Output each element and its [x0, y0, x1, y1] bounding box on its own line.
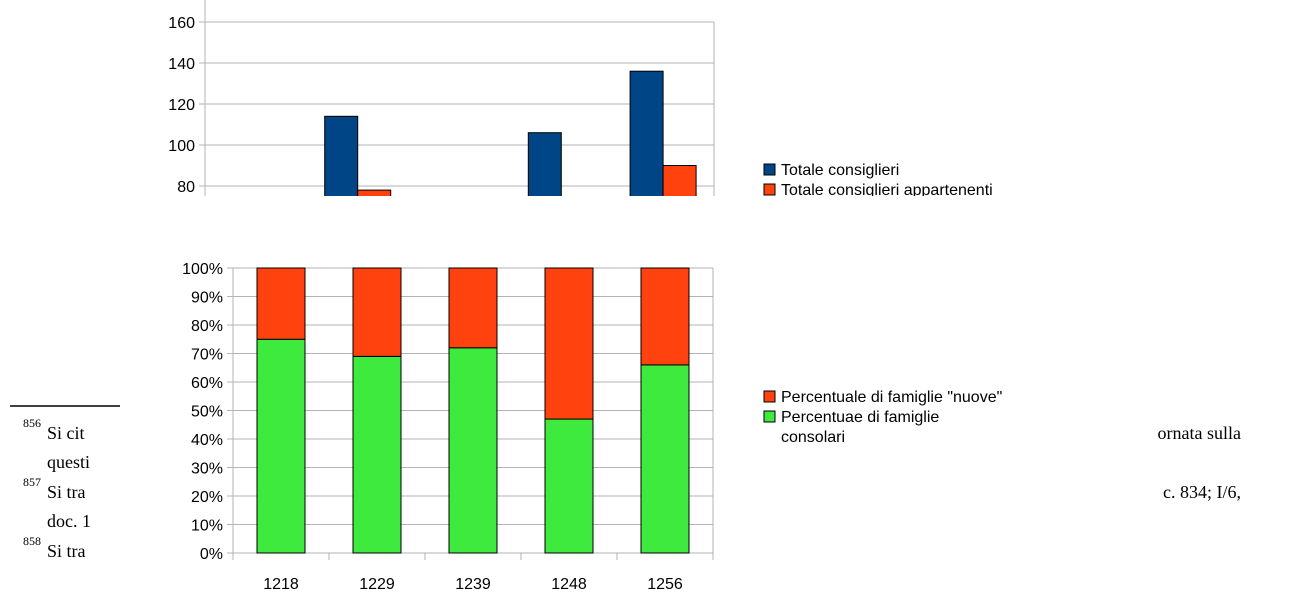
stacked-bar-segment: [256, 338, 306, 554]
footnote-text: Si tra: [47, 541, 86, 561]
legend-swatch: [763, 163, 776, 176]
y-tick-label: 90%: [191, 290, 223, 307]
y-tick-label: 30%: [191, 461, 223, 478]
y-tick-label: 70%: [191, 347, 223, 364]
footnote-text-right: c. 834; I/6,: [1163, 482, 1241, 502]
legend-label: Totale consiglieri: [781, 162, 899, 179]
bar: [527, 132, 562, 196]
stacked-bar-segment: [640, 364, 690, 554]
footnote-number: 858: [23, 534, 41, 548]
y-tick-label: 120: [168, 97, 195, 114]
footnote-text: Si cit: [47, 423, 85, 443]
legend-label: consolari: [781, 429, 845, 446]
footnote-text-right: ornata sulla: [1158, 423, 1241, 443]
chart-top-panel: [120, 0, 1230, 196]
legend-swatch: [763, 390, 776, 403]
y-tick-label: 100: [168, 138, 195, 155]
x-tick-label: 1229: [359, 576, 395, 593]
y-tick-label: 80%: [191, 318, 223, 335]
legend-label: Totale consiglieri appartenenti: [781, 182, 993, 199]
y-tick-label: 160: [168, 15, 195, 32]
footnote-number: 856: [23, 416, 41, 430]
y-tick-label: 0%: [200, 546, 223, 563]
percentage-stacked-bar-chart: 100% 90% 80% 70% 60% 50% 40% 30% 20% 10% 0% 1218 122…: [182, 261, 1002, 593]
y-tick-label: 50%: [191, 404, 223, 421]
bar: [662, 165, 697, 196]
y-tick-label: 40%: [191, 432, 223, 449]
legend-label: Percentuae di famiglie: [781, 409, 939, 426]
legend-swatch: [763, 410, 776, 423]
y-tick-label: 100%: [182, 261, 223, 278]
y-tick-label: 20%: [191, 489, 223, 506]
legend-swatch: [763, 183, 776, 196]
stacked-bar-segment: [448, 347, 498, 554]
legend: Totale consiglieri Totale consiglieri app…: [763, 162, 993, 199]
bar: [629, 70, 664, 196]
bar: [324, 115, 359, 196]
y-tick-label: 140: [168, 56, 195, 73]
footnote-number: 857: [23, 475, 41, 489]
legend: Percentuale di famiglie "nuove" Percentua…: [763, 389, 1002, 446]
y-tick-label: 10%: [191, 518, 223, 535]
stacked-bar-segment: [544, 267, 594, 420]
footnote-text: Si tra: [47, 482, 86, 502]
stacked-bar-segment: [640, 267, 690, 366]
stacked-bar-segment: [448, 267, 498, 349]
x-tick-label: 1256: [647, 576, 683, 593]
stacked-bar-segment: [544, 418, 594, 554]
footnotes: 856 Si cit ornata sulla questi 857 Si tr…: [10, 405, 1241, 561]
bar: [357, 189, 392, 196]
stacked-bar-segment: [352, 267, 402, 357]
x-tick-label: 1248: [551, 576, 587, 593]
y-tick-label: 60%: [191, 375, 223, 392]
stacked-bar-segment: [256, 267, 306, 340]
legend-label: Percentuale di famiglie "nuove": [781, 389, 1002, 406]
y-tick-label: 80: [177, 179, 195, 196]
footnote-text: questi: [47, 452, 90, 472]
x-tick-label: 1239: [455, 576, 491, 593]
footnote-text: doc. 1: [47, 511, 91, 531]
stacked-bar-segment: [352, 355, 402, 554]
x-tick-label: 1218: [263, 576, 299, 593]
